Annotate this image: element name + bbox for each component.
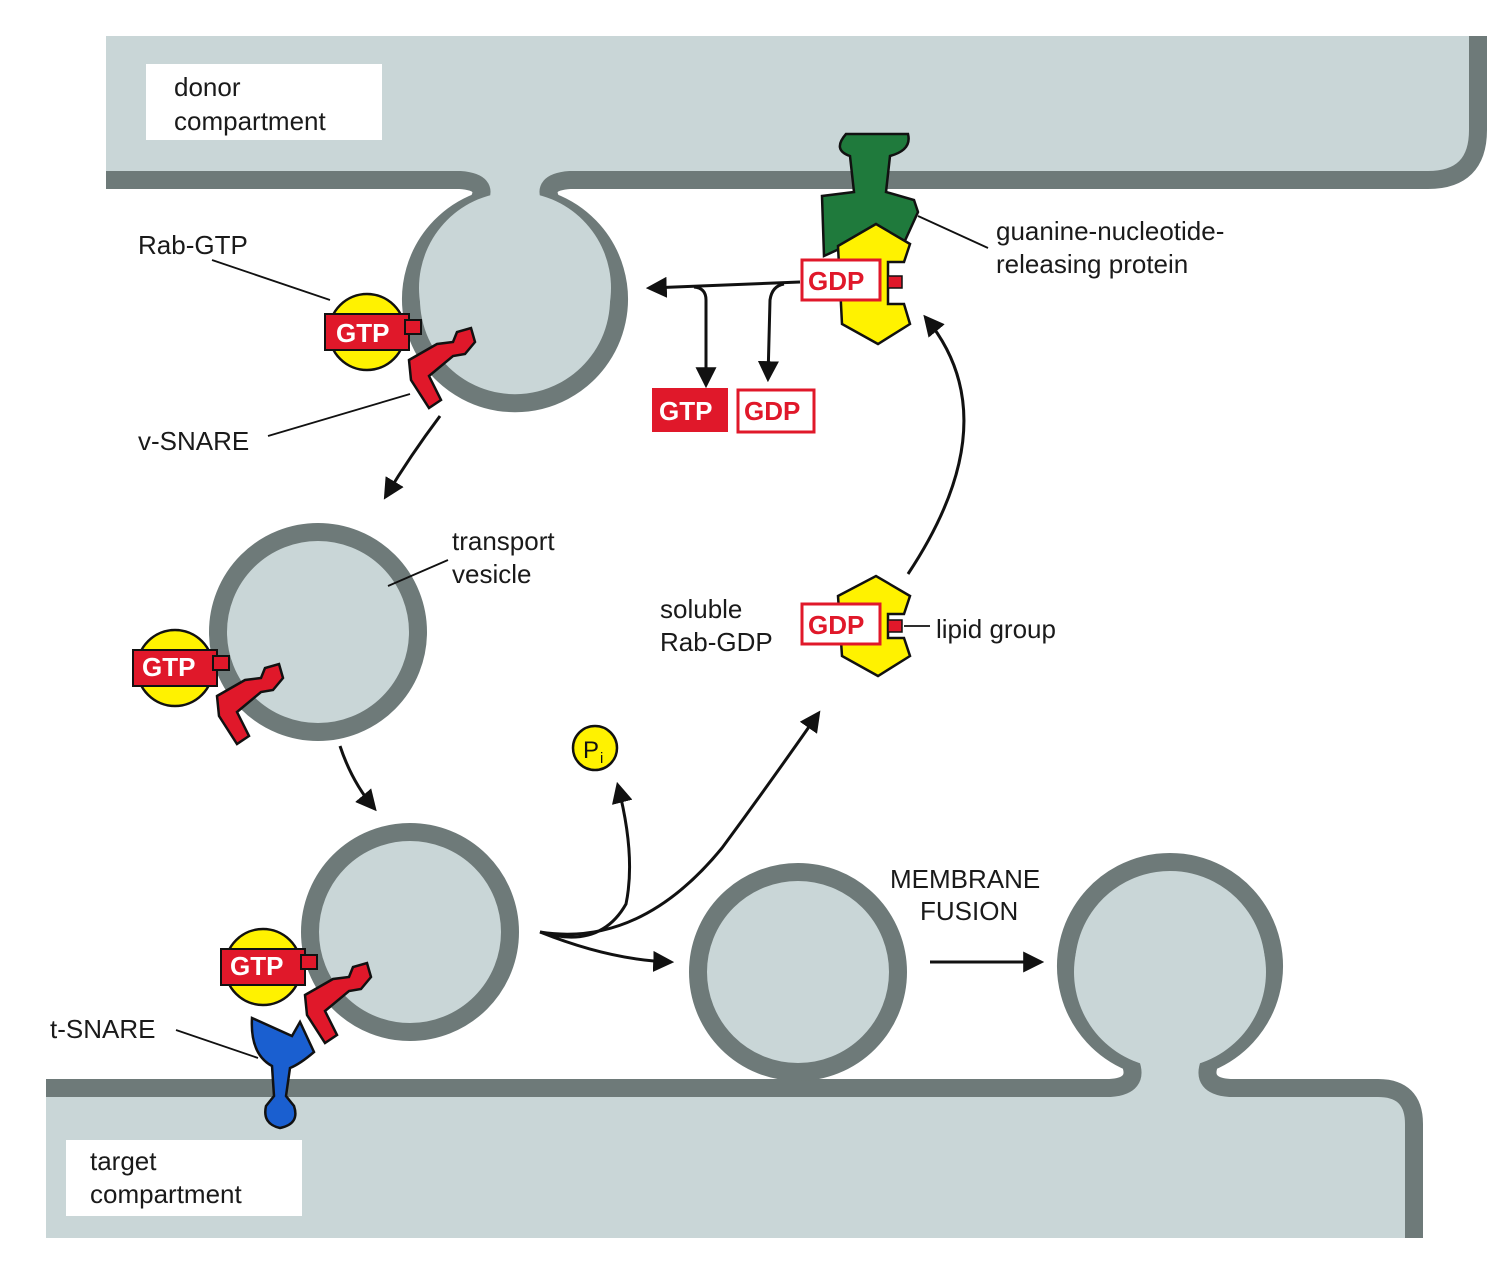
tethered-vesicle: [689, 863, 907, 1081]
gdp-soluble-label: GDP: [808, 610, 864, 640]
label-v-snare: v-SNARE: [138, 426, 249, 456]
pi-sub: i: [600, 750, 603, 767]
soluble-rab-gdp: GDP: [800, 574, 912, 678]
label-gnrp-line2: releasing protein: [996, 249, 1188, 279]
label-fusion-line2: FUSION: [920, 896, 1018, 926]
target-label-line2: compartment: [90, 1179, 242, 1209]
rab-gtp-label-1: GTP: [336, 318, 389, 348]
donor-label-box: [146, 64, 382, 140]
label-gnrp-line1: guanine-nucleotide-: [996, 216, 1224, 246]
label-fusion-line1: MEMBRANE: [890, 864, 1040, 894]
donor-label-line2: compartment: [174, 106, 326, 136]
docking-vesicle: [301, 823, 519, 1041]
free-gdp-label: GDP: [744, 396, 800, 426]
target-label-box: [66, 1140, 302, 1216]
rab-gdp-bound: GDP: [800, 222, 912, 346]
label-lipid-group: lipid group: [936, 614, 1056, 644]
donor-label-line1: donor: [174, 72, 241, 102]
label-soluble-line2: Rab-GDP: [660, 627, 773, 657]
label-t-snare: t-SNARE: [50, 1014, 155, 1044]
free-gtp-label: GTP: [659, 396, 712, 426]
arrows: [338, 276, 1045, 973]
t-snare: [250, 1016, 316, 1130]
target-label-line1: target: [90, 1146, 157, 1176]
rab-gtp-complex-3: GTP: [219, 927, 373, 1045]
free-gdp: GDP: [736, 388, 816, 434]
rab-gtp-label-3: GTP: [230, 951, 283, 981]
gdp-bound-label: GDP: [808, 266, 864, 296]
pi-main: P: [583, 737, 599, 764]
label-transport-line2: vesicle: [452, 559, 531, 589]
rab-gtp-complex-1: GTP: [323, 292, 477, 410]
target-compartment: target compartment: [46, 853, 1423, 1238]
label-soluble-line1: soluble: [660, 594, 742, 624]
label-transport-line1: transport: [452, 526, 555, 556]
leader-lines: [175, 215, 989, 1059]
rab-gtp-label-2: GTP: [142, 652, 195, 682]
phosphate: P i: [571, 724, 619, 772]
donor-compartment: donor compartment: [106, 36, 1487, 413]
rab-gtp-complex-2: GTP: [131, 628, 285, 746]
free-gtp: GTP: [652, 388, 728, 432]
label-rab-gtp: Rab-GTP: [138, 230, 248, 260]
